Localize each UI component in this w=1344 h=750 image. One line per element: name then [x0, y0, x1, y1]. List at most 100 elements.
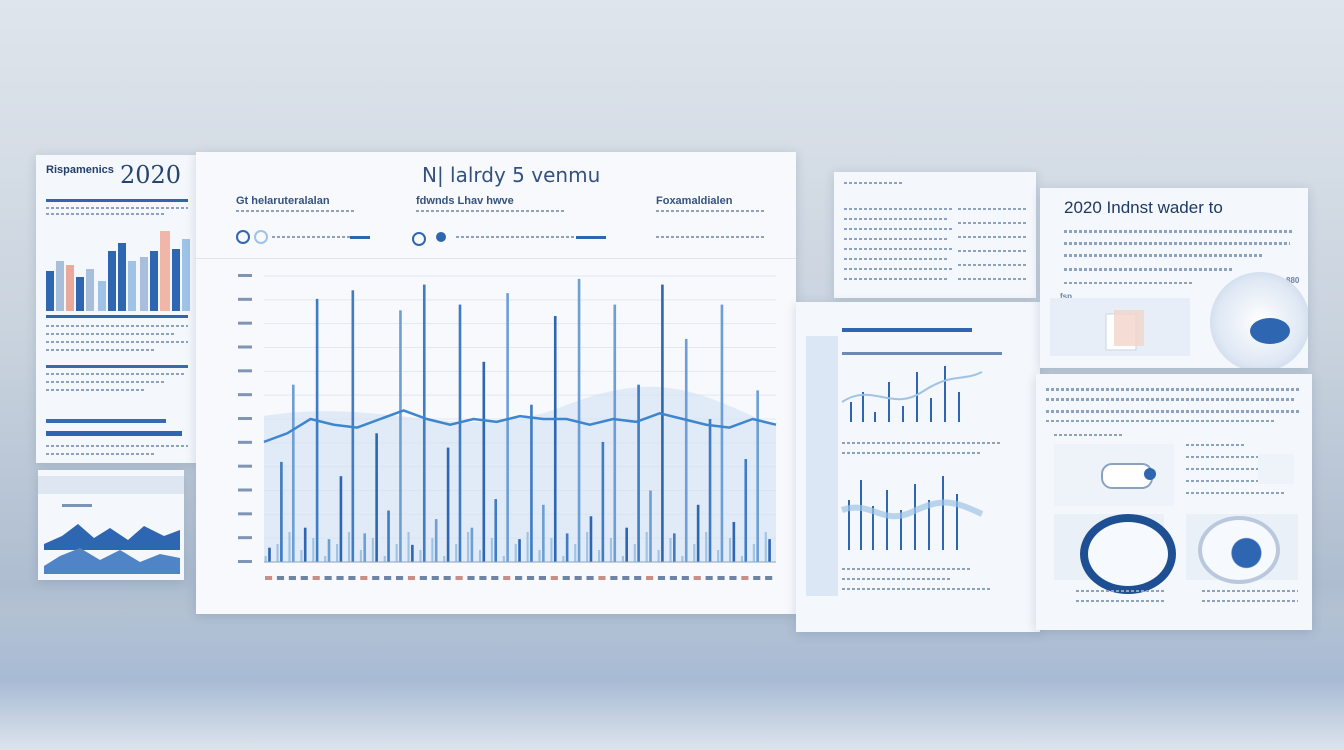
chart-bar-secondary	[550, 538, 553, 562]
chart-bar	[303, 527, 307, 562]
chart-bar-secondary	[621, 556, 624, 562]
chart-bar	[577, 278, 581, 562]
y-tick-label	[238, 536, 252, 540]
chart-bar-secondary	[300, 550, 303, 562]
chart-bar-secondary	[752, 544, 755, 562]
x-tick-label	[741, 576, 749, 580]
chart-bar	[696, 504, 700, 562]
chart-bar-secondary	[633, 544, 636, 562]
x-tick-label	[657, 576, 666, 580]
chart-bar-secondary	[538, 550, 541, 562]
chart-bar-secondary	[490, 538, 493, 562]
x-tick-label	[443, 576, 451, 580]
x-tick-label	[526, 576, 535, 580]
chart-bar-secondary	[312, 538, 315, 562]
col1-heading: Gt helaruteralalan	[236, 195, 330, 207]
main-dashboard-panel: N| lalrdy 5 venmu Gt helaruteralalan fdw…	[196, 152, 796, 614]
chart-bar	[756, 390, 759, 562]
x-tick-label	[372, 576, 380, 580]
chart-bar	[673, 533, 676, 562]
chart-bar	[518, 539, 521, 562]
chart-bar-secondary	[562, 556, 565, 562]
x-tick-label	[407, 576, 416, 580]
x-tick-label	[419, 576, 427, 580]
left-mountain-chart	[44, 524, 180, 574]
y-tick-label	[238, 488, 252, 492]
right-panel-title: 2020 Indnst wader to	[1064, 198, 1223, 217]
right-panel-left-label: fsp	[1060, 292, 1072, 301]
chart-bar-secondary	[264, 556, 267, 562]
x-tick-label	[646, 576, 654, 580]
chart-bar	[434, 519, 438, 562]
chart-bar	[542, 504, 545, 562]
x-tick-label	[288, 576, 296, 580]
floor-glow	[0, 610, 1344, 750]
col2-heading: fdwnds Lhav hwve	[416, 195, 514, 207]
y-tick-label	[238, 393, 252, 397]
x-tick-label	[538, 576, 547, 580]
chart-bar-secondary	[371, 538, 374, 562]
chart-bar-secondary	[657, 550, 660, 562]
x-tick-label	[717, 576, 725, 580]
chart-bar	[613, 304, 617, 562]
right-disc-left	[1080, 514, 1176, 594]
chart-bar	[744, 459, 748, 562]
chart-bar-secondary	[336, 544, 339, 562]
chart-bar	[387, 510, 390, 562]
x-tick-label	[479, 576, 487, 580]
x-tick-label	[574, 576, 582, 580]
chart-bar	[553, 316, 557, 562]
chart-bar-secondary	[324, 556, 327, 562]
chart-bar	[732, 521, 736, 562]
chart-bar-secondary	[764, 532, 767, 562]
chart-bar	[375, 433, 378, 562]
chart-bar-secondary	[669, 538, 672, 562]
chart-bar-secondary	[597, 550, 601, 562]
x-tick-label	[300, 576, 308, 580]
x-tick-label	[562, 576, 570, 580]
x-tick-label	[610, 576, 618, 580]
x-tick-label	[491, 576, 499, 580]
y-tick-label	[238, 345, 252, 349]
chart-bar	[708, 419, 712, 562]
chart-bar	[684, 338, 688, 562]
x-tick-label	[693, 576, 701, 580]
x-tick-label	[348, 576, 356, 580]
chart-bar	[565, 533, 569, 562]
right-product-illustration	[1105, 310, 1144, 351]
chart-bar-secondary	[395, 544, 398, 562]
chart-bar	[399, 310, 402, 562]
x-tick-label	[431, 576, 439, 580]
x-tick-label	[550, 576, 558, 580]
y-tick-label	[238, 321, 252, 325]
chart-bar-secondary	[681, 556, 684, 562]
x-tick-label	[681, 576, 689, 580]
y-tick-label	[238, 274, 252, 277]
chart-bar	[649, 490, 652, 562]
chart-bar-secondary	[717, 550, 720, 562]
chart-bar-secondary	[693, 544, 696, 562]
left-mini-chart-panel	[38, 470, 184, 580]
chart-bar	[458, 304, 462, 562]
chart-bar	[506, 293, 509, 562]
chart-bar	[411, 544, 414, 562]
chart-bar-secondary	[288, 532, 291, 562]
center-chart-panel	[796, 302, 1040, 632]
chart-bar	[625, 527, 628, 562]
chart-bar-secondary	[502, 556, 505, 562]
chart-bar	[661, 284, 664, 562]
x-tick-label	[360, 576, 368, 580]
col3-heading: Foxamaldialen	[656, 195, 733, 207]
chart-bar-secondary	[467, 532, 470, 562]
chart-bar	[601, 441, 605, 562]
y-tick-label	[238, 512, 252, 516]
x-tick-label	[634, 576, 642, 580]
chart-bar-secondary	[455, 544, 458, 562]
chart-bar	[280, 461, 283, 562]
main-panel-title: N| lalrdy 5 venmu	[422, 163, 601, 187]
x-tick-label	[705, 576, 713, 580]
left-panel-year: 2020	[120, 161, 182, 189]
left-report-panel: Rispamenics 2020	[36, 155, 196, 463]
chart-bar-secondary	[705, 532, 708, 562]
right-disc-right	[1198, 516, 1280, 584]
